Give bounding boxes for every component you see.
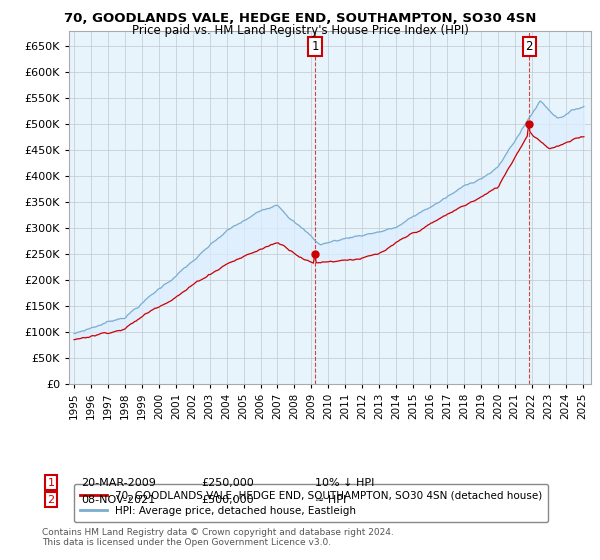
Text: £500,000: £500,000 (201, 494, 254, 505)
Text: 20-MAR-2009: 20-MAR-2009 (81, 478, 156, 488)
Text: ≈ HPI: ≈ HPI (315, 494, 346, 505)
Text: Contains HM Land Registry data © Crown copyright and database right 2024.
This d: Contains HM Land Registry data © Crown c… (42, 528, 394, 547)
Text: 1: 1 (311, 40, 319, 53)
Legend: 70, GOODLANDS VALE, HEDGE END, SOUTHAMPTON, SO30 4SN (detached house), HPI: Aver: 70, GOODLANDS VALE, HEDGE END, SOUTHAMPT… (74, 484, 548, 522)
Text: 2: 2 (47, 494, 55, 505)
Text: £250,000: £250,000 (201, 478, 254, 488)
Text: 10% ↓ HPI: 10% ↓ HPI (315, 478, 374, 488)
Text: 1: 1 (47, 478, 55, 488)
Text: 08-NOV-2021: 08-NOV-2021 (81, 494, 155, 505)
Text: Price paid vs. HM Land Registry's House Price Index (HPI): Price paid vs. HM Land Registry's House … (131, 24, 469, 37)
Text: 70, GOODLANDS VALE, HEDGE END, SOUTHAMPTON, SO30 4SN: 70, GOODLANDS VALE, HEDGE END, SOUTHAMPT… (64, 12, 536, 25)
Text: 2: 2 (526, 40, 533, 53)
